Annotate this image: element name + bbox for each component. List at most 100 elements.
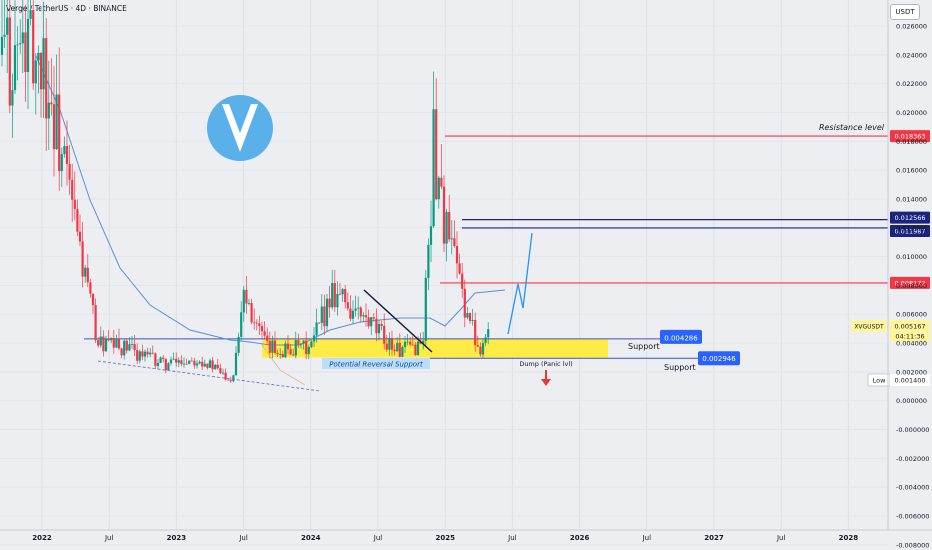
- time-axis: 2022 Jul 2023 Jul 2024 Jul 2025 Jul 2026 Jul 2027 J…: [0, 529, 932, 542]
- time-tick: Jul: [642, 534, 652, 542]
- candle-body: [331, 283, 334, 308]
- candle-body: [141, 351, 144, 357]
- candle-body: [396, 342, 399, 352]
- candle-body: [362, 315, 365, 317]
- candle-body: [432, 109, 435, 227]
- candle-body: [154, 353, 157, 366]
- candle-body: [307, 347, 310, 355]
- candle-body: [242, 289, 245, 313]
- candle-body: [377, 324, 381, 334]
- candle-body: [258, 323, 261, 327]
- time-tick: Jul: [507, 534, 517, 542]
- candle-body: [151, 352, 154, 354]
- candle-body: [279, 353, 282, 355]
- candle-body: [156, 362, 160, 366]
- time-tick: 2026: [570, 534, 590, 542]
- candle-body: [182, 363, 186, 365]
- candle-body: [476, 345, 479, 347]
- candle-body: [463, 288, 466, 318]
- candle-body: [409, 341, 412, 345]
- candle-body: [273, 340, 277, 353]
- candle-body: [26, 18, 30, 73]
- candle-body: [398, 342, 401, 357]
- candle-body: [128, 344, 131, 351]
- price-tick: 0.014000: [896, 195, 927, 203]
- candle-body: [180, 360, 183, 365]
- price-tick: 0.026000: [896, 23, 927, 31]
- candle-body: [250, 303, 253, 323]
- candle-body: [328, 298, 331, 308]
- candle-body: [234, 352, 238, 376]
- vechain-v-logo: [207, 95, 273, 161]
- candle-body: [344, 289, 347, 303]
- candle-body: [336, 293, 339, 308]
- candle-body: [130, 344, 134, 345]
- candle-body: [143, 351, 147, 357]
- candle-body: [84, 267, 87, 277]
- candle-body: [219, 368, 222, 374]
- candle-body: [177, 360, 180, 363]
- currency-selector[interactable]: USDT: [890, 4, 920, 20]
- low-price-bg: [890, 374, 930, 386]
- level-1-tag: 0.012566: [894, 214, 925, 222]
- price-tick: -0.008000: [896, 541, 929, 549]
- candles: [0, 0, 490, 383]
- candle-body: [305, 340, 308, 355]
- candle-body: [466, 313, 469, 318]
- price-tick: 0.018000: [896, 138, 927, 146]
- candle-body: [271, 340, 274, 353]
- candle-body: [390, 338, 394, 350]
- candle-body: [299, 343, 303, 345]
- candle-body: [115, 338, 118, 348]
- candle-body: [13, 45, 17, 91]
- price-tick: 0.000000: [896, 397, 927, 405]
- price-tick: 0.008000: [896, 282, 927, 290]
- candle-body: [47, 102, 50, 119]
- candle-body: [354, 308, 357, 311]
- time-tick: 2027: [704, 534, 724, 542]
- ma-line: [35, 55, 506, 346]
- candle-body: [162, 357, 165, 359]
- candle-body: [245, 289, 248, 304]
- candle-body: [123, 340, 126, 356]
- support-2-tag-bg: [698, 351, 740, 366]
- candle-body: [429, 226, 433, 245]
- candle-body: [32, 10, 35, 84]
- candle-body: [167, 363, 170, 371]
- current-price: 0.005167: [894, 323, 925, 331]
- price-tick: -0.002000: [896, 455, 929, 463]
- candle-body: [276, 352, 279, 355]
- candle-body: [198, 361, 201, 364]
- dump-arrow-head: [541, 379, 551, 386]
- candle-body: [323, 306, 326, 327]
- candle-body: [117, 338, 121, 349]
- price-tick: 0.024000: [896, 51, 927, 59]
- price-tick: 0.002000: [896, 368, 927, 376]
- candle-body: [42, 38, 45, 90]
- candle-body: [346, 302, 349, 309]
- support-1-tag-bg: [660, 329, 702, 344]
- candle-body: [104, 338, 108, 352]
- candle-body: [479, 346, 482, 355]
- candle-body: [208, 360, 212, 368]
- resistance-level-label: Resistance level: [819, 123, 885, 132]
- candle-body: [193, 360, 196, 366]
- candle-body: [419, 341, 422, 344]
- candle-body: [195, 363, 199, 366]
- candle-body: [385, 343, 388, 350]
- candle-body: [406, 341, 409, 343]
- potential-reversal-label: Potential Reversal Support: [329, 361, 423, 369]
- candle-body: [89, 282, 92, 294]
- drawings: Dump (Panic lvl): [97, 232, 573, 392]
- candle-body: [203, 363, 206, 367]
- candle-body: [107, 338, 110, 341]
- candle-body: [159, 357, 162, 363]
- candle-body: [375, 318, 378, 334]
- candle-body: [411, 344, 414, 346]
- candle-body: [448, 211, 451, 240]
- candle-body: [461, 273, 464, 289]
- candle-body: [11, 90, 14, 106]
- symbol-tag: XVGUSDT: [854, 324, 884, 331]
